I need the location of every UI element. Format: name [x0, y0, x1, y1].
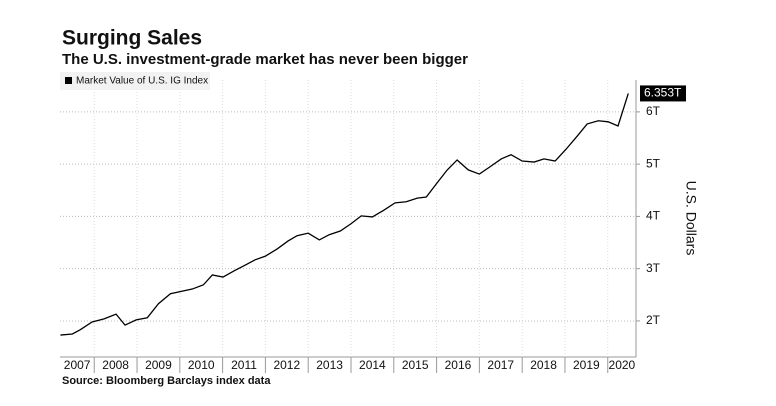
x-tick-label: 2013: [316, 358, 343, 372]
value-label-box: [640, 85, 686, 102]
x-tick-label: 2010: [188, 358, 215, 372]
x-tick-label: 2008: [102, 358, 129, 372]
chart-title: Surging Sales: [62, 27, 202, 50]
x-tick-label: 2009: [145, 358, 172, 372]
x-tick-label: 2014: [359, 358, 386, 372]
x-tick-label: 2016: [445, 358, 472, 372]
y-tick-label: 3T: [646, 261, 661, 275]
value-label: 6.353T: [644, 86, 682, 100]
y-tick-label: 2T: [646, 313, 661, 327]
y-tick-label: 5T: [646, 156, 661, 170]
x-tick-label: 2011: [231, 358, 257, 372]
x-tick-label: 2019: [573, 358, 600, 372]
legend-box: [60, 72, 210, 90]
legend-label: Market Value of U.S. IG Index: [76, 76, 208, 87]
x-tick-label: 2018: [530, 358, 557, 372]
legend-swatch: [65, 77, 72, 84]
y-tick-label: 4T: [646, 209, 661, 223]
chart-subtitle: The U.S. investment-grade market has nev…: [62, 51, 468, 68]
x-tick-label: 2015: [402, 358, 429, 372]
x-tick-label: 2020: [609, 358, 636, 372]
y-axis-label: U.S. Dollars: [683, 181, 699, 256]
x-tick-label: 2007: [64, 358, 91, 372]
y-tick-label: 6T: [646, 104, 661, 118]
line: [60, 93, 629, 336]
x-tick-label: 2017: [487, 358, 514, 372]
source: Source: Bloomberg Barclays index data: [62, 375, 271, 387]
x-tick-label: 2012: [273, 358, 300, 372]
